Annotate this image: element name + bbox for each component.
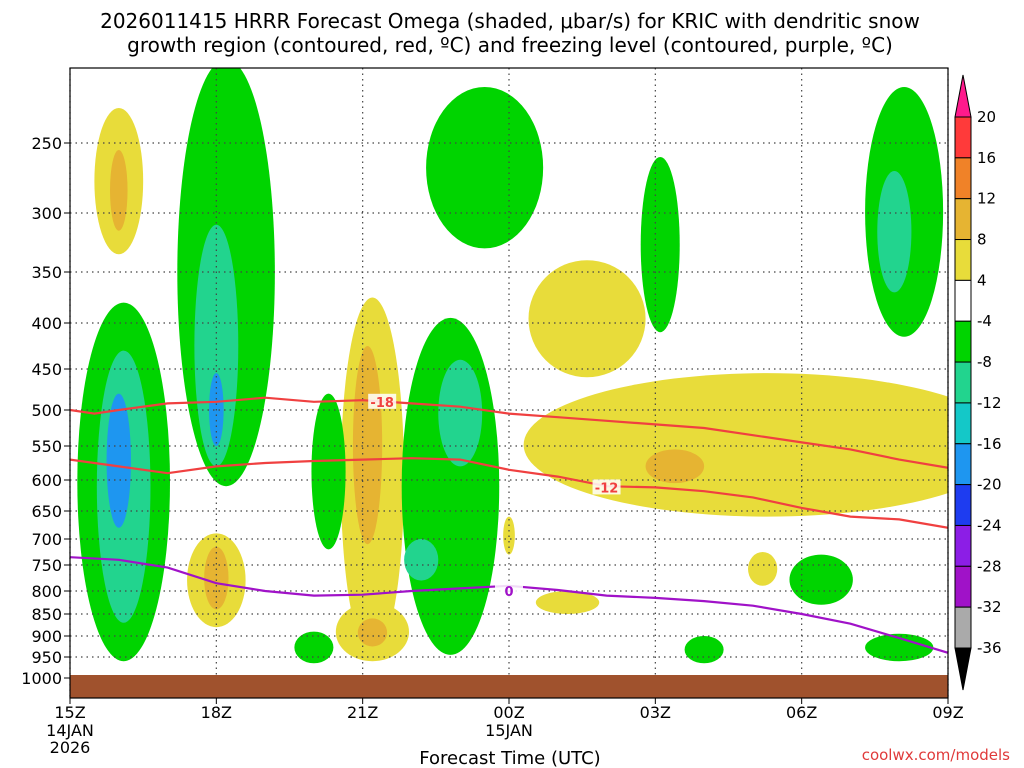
colorbar-box: [954, 361, 972, 404]
omega-region: [877, 171, 912, 293]
contour-label-bg: [495, 583, 523, 598]
omega-region: [865, 633, 934, 662]
omega-shading-layer: [77, 68, 948, 664]
y-tick-label: 500: [31, 401, 62, 420]
y-tick-label: 250: [31, 134, 62, 153]
y-tick-label: 450: [31, 360, 62, 379]
colorbar-box: [954, 484, 972, 526]
omega-region: [640, 157, 680, 333]
contour-label-bg: [368, 393, 397, 409]
y-tick-label: 850: [31, 605, 62, 624]
x-tick-sublabel: 15JAN: [485, 721, 533, 740]
colorbar-box: [954, 157, 972, 200]
omega-region: [438, 359, 483, 467]
omega-region: [789, 554, 853, 605]
omega-region: [294, 631, 334, 664]
colorbar-label: -32: [977, 598, 1002, 616]
omega-region: [684, 636, 724, 664]
colorbar-label: -8: [977, 353, 992, 371]
omega-region: [311, 393, 346, 550]
colorbar-box: [954, 524, 972, 567]
contour-line: [70, 457, 948, 529]
x-tick-sublabel: 2026: [50, 738, 91, 757]
omega-region: [204, 546, 229, 610]
omega-region: [106, 393, 131, 528]
omega-region: [523, 373, 948, 517]
y-tick-label: 650: [31, 502, 62, 521]
colorbar-box: [954, 606, 972, 649]
colorbar-box: [954, 198, 972, 241]
y-tick-label: 1000: [21, 669, 62, 688]
omega-region: [352, 346, 383, 545]
colorbar-label: 4: [977, 271, 987, 289]
colorbar-box: [954, 565, 972, 608]
omega-region: [645, 449, 705, 484]
y-tick-label: 300: [31, 204, 62, 223]
colorbar-box: [954, 402, 972, 445]
y-tick-label: 950: [31, 648, 62, 667]
contour-label: -12: [595, 481, 619, 496]
colorbar-label: 8: [977, 231, 987, 249]
colorbar-box: [954, 320, 972, 363]
x-tick-sublabel: 14JAN: [46, 721, 94, 740]
colorbar-label: -24: [977, 516, 1002, 534]
colorbar-box: [954, 443, 972, 486]
y-tick-label: 700: [31, 530, 62, 549]
omega-region: [357, 618, 388, 647]
omega-region: [426, 87, 544, 249]
colorbar-box: [954, 116, 972, 159]
colorbar-label: -4: [977, 312, 992, 330]
contour-line: [70, 396, 948, 469]
contour-label: 0: [504, 585, 513, 600]
x-tick-label: 21Z: [347, 703, 378, 722]
omega-region: [109, 150, 128, 231]
colorbar-label: 12: [977, 190, 996, 208]
colorbar-box: [954, 239, 972, 281]
colorbar-label: -36: [977, 639, 1002, 657]
colorbar: 20 16 12 8 4 -4 -8 -12 -16 -20 -24 -28 -32 -36: [954, 74, 1002, 691]
y-tick-label: 750: [31, 556, 62, 575]
colorbar-box: [954, 279, 972, 322]
colorbar-label: 16: [977, 149, 996, 167]
terrain-layer: [70, 675, 948, 698]
x-tick-label: 18Z: [201, 703, 232, 722]
colorbar-bottom-triangle: [954, 647, 972, 691]
contour-layer: -18 -12 0: [70, 393, 948, 654]
x-tick-label: 06Z: [786, 703, 817, 722]
terrain-fill: [70, 675, 948, 698]
y-tick-label: 550: [31, 437, 62, 456]
chart-title-line2: growth region (contoured, red, ºC) and f…: [127, 33, 893, 57]
omega-region: [535, 591, 600, 614]
x-tick-label: 00Z: [493, 703, 524, 722]
x-tick-label: 03Z: [640, 703, 671, 722]
omega-region: [194, 224, 239, 467]
x-axis-label: Forecast Time (UTC): [419, 748, 600, 768]
y-tick-label: 800: [31, 582, 62, 601]
y-tick-label: 900: [31, 627, 62, 646]
omega-region: [748, 552, 778, 586]
colorbar-label: -12: [977, 394, 1002, 412]
colorbar-label: -20: [977, 476, 1002, 494]
y-tick-label: 400: [31, 314, 62, 333]
y-tick-label: 600: [31, 471, 62, 490]
x-tick-label: 09Z: [932, 703, 963, 722]
omega-region: [404, 539, 439, 581]
contour-label-bg: [592, 479, 621, 495]
chart-title-line1: 2026011415 HRRR Forecast Omega (shaded, …: [100, 9, 920, 33]
omega-region: [528, 260, 646, 378]
colorbar-label: -28: [977, 557, 1002, 575]
x-tick-label: 15Z: [54, 703, 85, 722]
colorbar-label: -16: [977, 435, 1002, 453]
y-tick-label: 350: [31, 263, 62, 282]
contour-label: -18: [370, 396, 394, 411]
y-axis-ticks: 250 300 350 400 450 500 550 600 650 700 750 800 850 9…: [21, 134, 70, 688]
colorbar-top-triangle: [954, 74, 972, 118]
credit-text: coolwx.com/models: [862, 746, 1010, 764]
colorbar-label: 20: [977, 108, 996, 126]
